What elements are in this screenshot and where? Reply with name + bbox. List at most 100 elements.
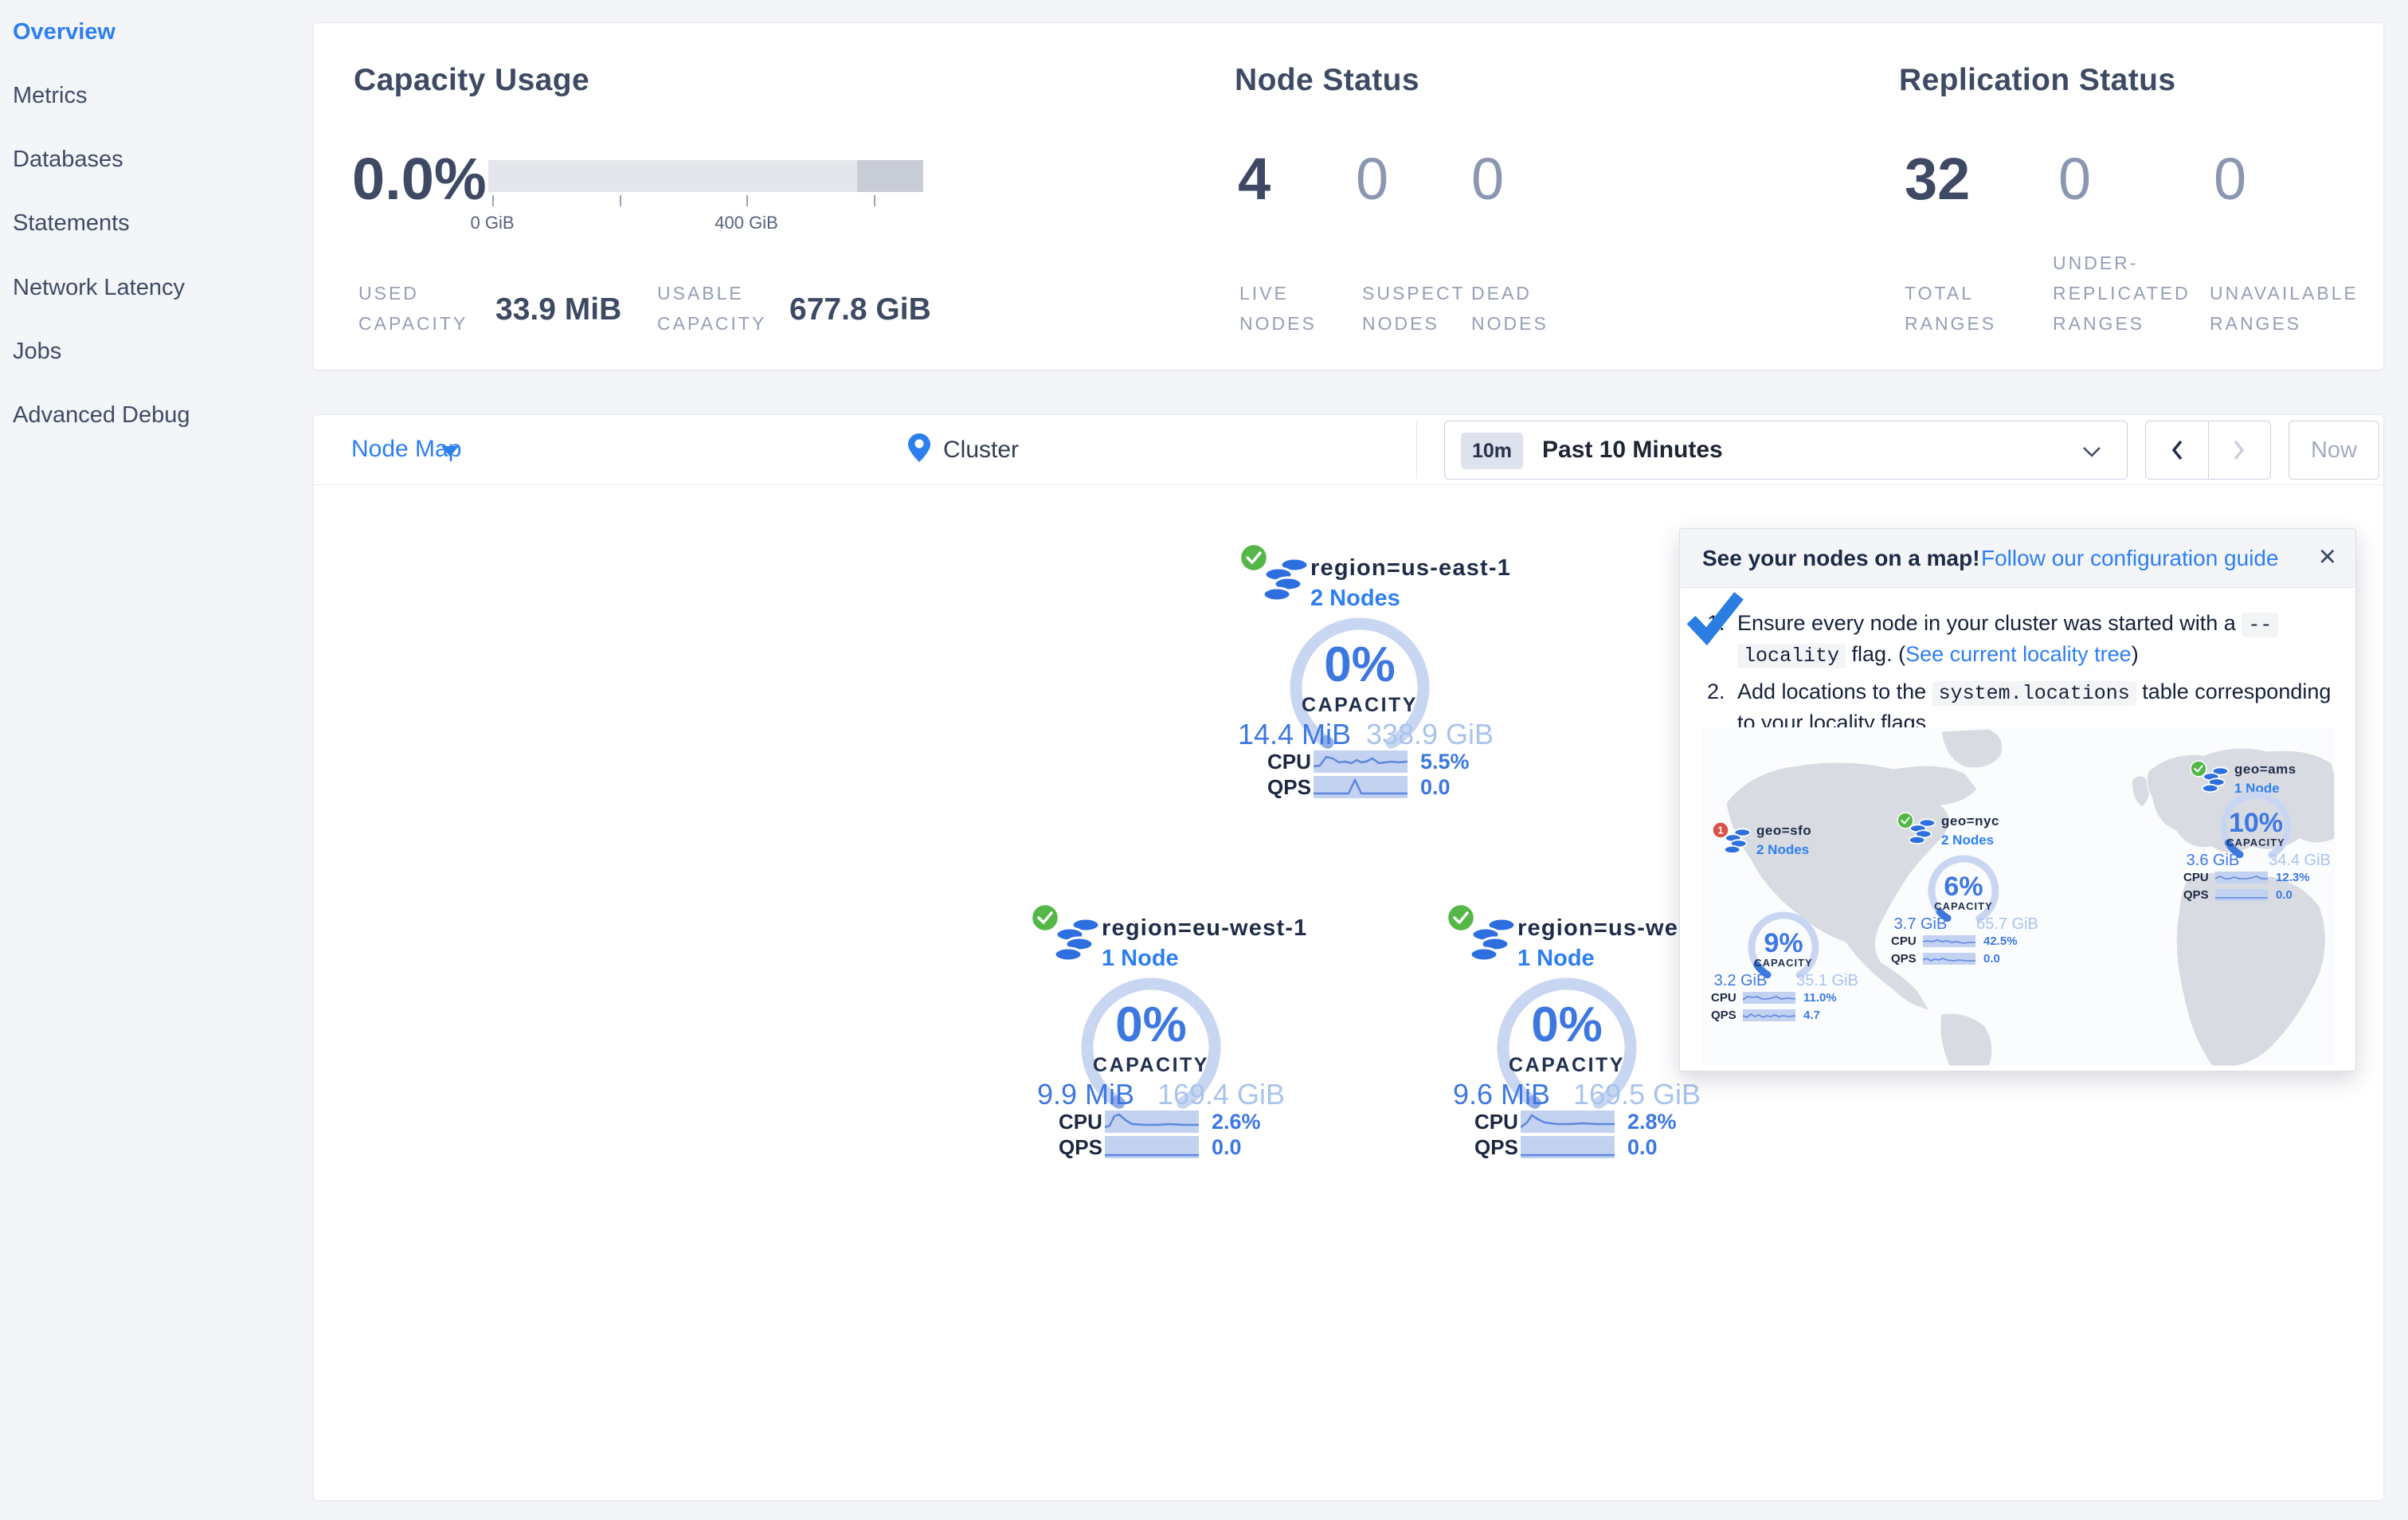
axis-tick	[620, 195, 621, 206]
database-stack-icon	[1468, 917, 1517, 963]
region-node-eu-west-1: region=eu-west-1 1 Node 0% CAPACITY 9.9 …	[984, 903, 1318, 1165]
now-button[interactable]: Now	[2289, 421, 2379, 480]
qps-value: 0.0	[2276, 888, 2292, 902]
suspect-nodes-label: NODES	[1362, 313, 1439, 334]
capacity-label: CAPACITY	[1934, 900, 1993, 912]
chevron-down-icon	[2082, 446, 2101, 461]
region-label: geo=sfo	[1756, 823, 1812, 838]
cpu-row: CPU 12.3%	[2164, 872, 2347, 884]
region-nodes-link: 1 Node	[2234, 781, 2280, 796]
cluster-summary-panel: Capacity Usage 0.0% 0 GiB 400 GiB USED C…	[313, 22, 2384, 370]
region-nodes-link: 2 Nodes	[1941, 832, 1995, 848]
dead-nodes-label: DEAD	[1471, 283, 1532, 304]
cpu-label: CPU	[1059, 1110, 1102, 1134]
capacity-label: CAPACITY	[1754, 957, 1813, 969]
qps-row: QPS 4.7	[1692, 1009, 1875, 1022]
location-pin-icon	[907, 433, 931, 467]
sidebar-item-metrics[interactable]: Metrics	[13, 83, 88, 108]
axis-tick-label-start: 0 GiB	[470, 213, 515, 233]
capacity-bar-reserved-segment	[857, 160, 923, 192]
used-capacity-value: 33.9 MiB	[495, 292, 622, 327]
sidebar-item-network-latency[interactable]: Network Latency	[13, 275, 185, 300]
unavailable-ranges-label: UNAVAILABLE	[2210, 283, 2359, 304]
used-capacity: 3.2 GiB	[1713, 972, 1768, 989]
cpu-sparkline	[1105, 1111, 1199, 1133]
cpu-label: CPU	[1267, 750, 1311, 774]
capacity-label: CAPACITY	[1509, 1054, 1625, 1076]
cpu-row: CPU 2.6%	[984, 1110, 1318, 1134]
region-nodes-link[interactable]: 1 Node	[1517, 946, 1595, 971]
qps-label: QPS	[2183, 888, 2209, 902]
region-node-us-east-1: region=us-east-1 2 Nodes 0% CAPACITY 14.…	[1192, 543, 1527, 805]
qps-sparkline	[2215, 889, 2268, 901]
time-range-badge: 10m	[1461, 433, 1524, 469]
axis-tick	[492, 195, 494, 206]
cpu-label: CPU	[1891, 934, 1917, 948]
database-stack-icon	[2201, 766, 2230, 793]
locality-tree-link[interactable]: See current locality tree	[1905, 642, 2132, 666]
used-capacity-label: CAPACITY	[358, 313, 468, 334]
total-capacity: 35.1 GiB	[1796, 972, 1858, 989]
qps-value: 4.7	[1803, 1009, 1820, 1022]
region-nodes-link: 2 Nodes	[1756, 842, 1810, 857]
qps-row: QPS 0.0	[984, 1135, 1318, 1159]
qps-row: QPS 0.0	[1400, 1135, 1734, 1159]
total-ranges-label: TOTAL	[1905, 283, 1974, 304]
time-range-selector[interactable]: 10m Past 10 Minutes	[1444, 421, 2128, 480]
step-text: Add locations to the	[1737, 680, 1932, 703]
cpu-sparkline	[1314, 750, 1408, 773]
unavailable-ranges-count: 0	[2214, 146, 2247, 212]
qps-label: QPS	[1474, 1135, 1518, 1159]
cpu-row: CPU 11.0%	[1692, 992, 1875, 1005]
total-capacity: 169.4 GiB	[1157, 1078, 1286, 1111]
mini-node-header-ams: geo=ams 1 Node	[2190, 760, 2365, 801]
sidebar-item-statements[interactable]: Statements	[13, 210, 130, 236]
capacity-gauge	[1081, 977, 1221, 1118]
under-replicated-label: RANGES	[2053, 313, 2145, 334]
cpu-value: 2.6%	[1212, 1110, 1261, 1134]
node-status-title: Node Status	[1235, 63, 1419, 97]
under-replicated-ranges-count: 0	[2058, 146, 2092, 212]
step-back-button[interactable]	[2146, 421, 2208, 479]
step-text: Ensure every node in your cluster was st…	[1737, 611, 2242, 635]
mini-node-header-sfo: 1 geo=sfo 2 Nodes	[1712, 821, 1887, 863]
cpu-sparkline	[1743, 992, 1795, 1004]
close-icon[interactable]: ×	[2318, 540, 2336, 574]
healthy-check-icon	[1239, 543, 1269, 573]
config-step-1: 1. Ensure every node in your cluster was…	[1704, 609, 2335, 671]
qps-row: QPS 0.0	[1872, 953, 2055, 966]
axis-tick	[874, 195, 875, 206]
cpu-sparkline	[1923, 935, 1975, 947]
database-stack-icon	[1052, 917, 1102, 963]
mini-node-gauge-nyc: 6% CAPACITY 3.7 GiB 65.7 GiB CPU 42.5% Q…	[1872, 851, 2055, 970]
configuration-guide-link[interactable]: Follow our configuration guide	[1981, 546, 2279, 570]
usable-capacity-label: CAPACITY	[657, 313, 767, 334]
qps-label: QPS	[1891, 952, 1917, 966]
time-step-buttons	[2145, 421, 2271, 480]
mini-node-gauge-ams: 10% CAPACITY 3.6 GiB 34.4 GiB CPU 12.3% …	[2164, 787, 2347, 907]
region-nodes-link[interactable]: 2 Nodes	[1310, 586, 1400, 611]
usable-capacity-label: USABLE	[657, 283, 744, 304]
mini-node-header-nyc: geo=nyc 2 Nodes	[1897, 812, 2072, 853]
region-node-us-west-1: region=us-west-1 1 Node 0% CAPACITY 9.6 …	[1400, 903, 1734, 1165]
total-capacity: 338.9 GiB	[1365, 718, 1494, 750]
total-capacity: 65.7 GiB	[1976, 915, 2038, 933]
region-nodes-link[interactable]: 1 Node	[1102, 946, 1179, 971]
capacity-label: CAPACITY	[2226, 836, 2285, 848]
region-label: region=us-east-1	[1310, 555, 1512, 581]
sidebar-item-advanced-debug[interactable]: Advanced Debug	[13, 402, 190, 428]
chevron-left-icon	[2171, 440, 2183, 460]
breadcrumb-cluster[interactable]: Cluster	[943, 437, 1020, 463]
svg-text:1: 1	[1717, 825, 1723, 836]
step-forward-button[interactable]	[2207, 421, 2271, 479]
replication-status-title: Replication Status	[1899, 63, 2176, 97]
blue-checkmark-icon	[1683, 592, 1747, 649]
sidebar-item-overview[interactable]: Overview	[13, 19, 116, 45]
tooltip-header: See your nodes on a map! Follow our conf…	[1680, 529, 2355, 588]
sidebar-item-databases[interactable]: Databases	[13, 147, 123, 172]
database-stack-icon	[1261, 557, 1310, 603]
region-label: region=eu-west-1	[1102, 915, 1308, 941]
sidebar-item-jobs[interactable]: Jobs	[13, 339, 62, 364]
usable-capacity-value: 677.8 GiB	[789, 292, 931, 327]
